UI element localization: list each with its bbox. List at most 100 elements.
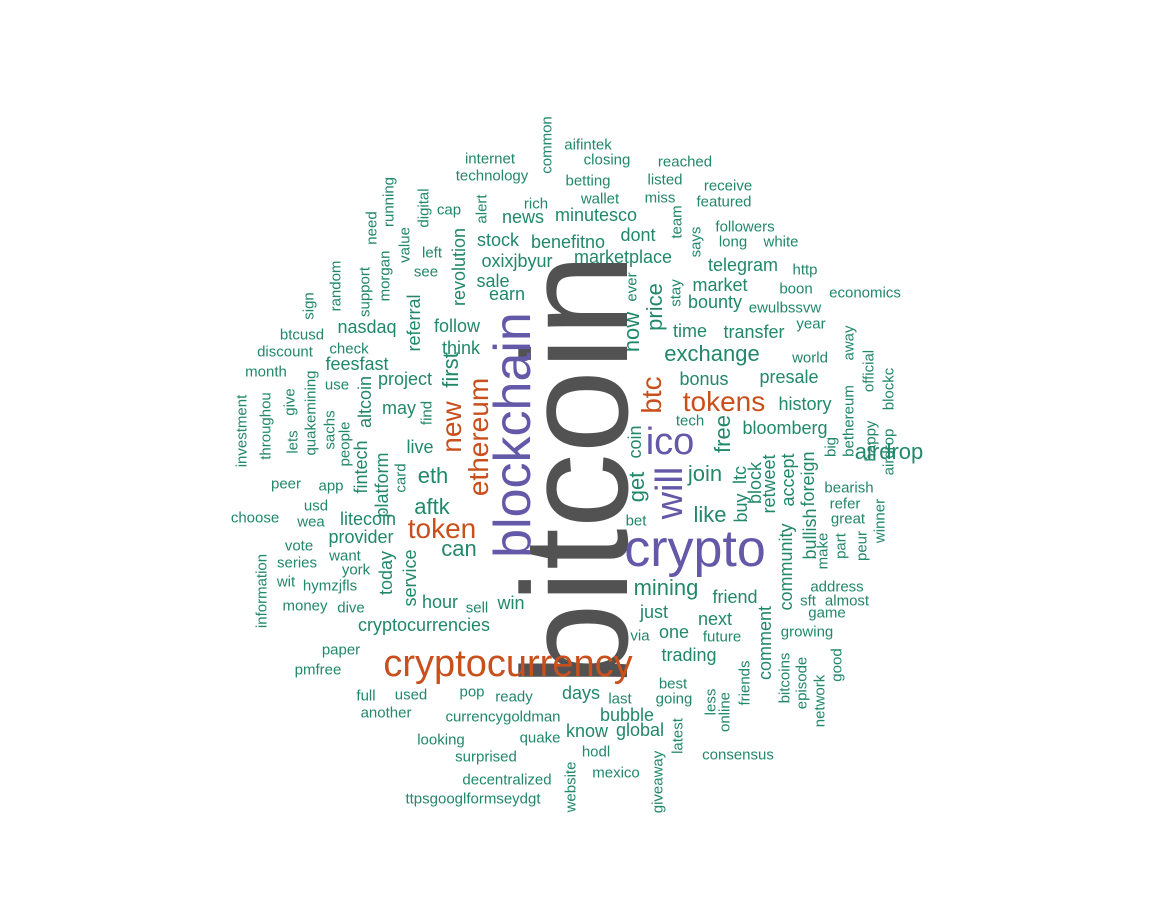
word-want: want (329, 547, 361, 565)
word-litecoin: litecoin (339, 509, 397, 529)
word-good: good (828, 648, 846, 682)
word-rich: rich (523, 195, 549, 213)
word-market: market (692, 275, 748, 295)
word-money: money (282, 597, 328, 615)
word-next: next (697, 609, 733, 629)
word-investment: investment (233, 394, 251, 468)
word-use: use (324, 376, 350, 394)
word-pop: pop (459, 683, 485, 701)
word-morgan: morgan (376, 250, 394, 302)
word-quakemining: quakemining (302, 370, 320, 456)
word-economics: economics (829, 284, 901, 302)
word-transfer: transfer (723, 322, 785, 342)
word-online: online (716, 691, 734, 733)
word-dive: dive (337, 599, 365, 617)
word-big: big (822, 436, 840, 458)
word-cryptocurrency: cryptocurrency (383, 643, 633, 685)
word-provider: provider (328, 527, 394, 547)
word-global: global (615, 720, 665, 740)
word-peer: peer (270, 475, 302, 493)
word-check: check (329, 340, 369, 358)
word-benefitno: benefitno (530, 232, 606, 252)
word-service: service (400, 549, 420, 607)
word-official: official (860, 349, 878, 393)
word-earn: earn (488, 284, 526, 304)
word-exchange: exchange (664, 341, 760, 366)
word-pmfree: pmfree (294, 661, 342, 679)
word-referral: referral (404, 294, 424, 352)
word-sell: sell (465, 599, 489, 617)
word-sachs: sachs (321, 410, 339, 450)
word-ltc: ltc (730, 466, 750, 484)
word-wea: wea (297, 513, 325, 531)
word-just: just (639, 602, 669, 622)
word-vote: vote (284, 537, 314, 555)
word-ready: ready (495, 688, 533, 706)
word-ttpsgooglformseydgt: ttpsgooglformseydgt (405, 790, 541, 808)
word-free: free (710, 415, 735, 453)
word-digital: digital (415, 188, 433, 228)
word-know: know (565, 721, 609, 741)
word-says: says (687, 226, 705, 258)
word-like: like (693, 502, 727, 527)
word-need: need (363, 211, 381, 245)
word-make: make (814, 532, 832, 570)
word-throughou: throughou (257, 392, 275, 460)
word-app: app (318, 477, 344, 495)
word-currencygoldman: currencygoldman (445, 708, 561, 726)
word-see: see (413, 263, 439, 281)
word-stock: stock (476, 230, 520, 250)
word-miss: miss (644, 189, 676, 207)
word-random: random (327, 260, 345, 312)
word-team: team (668, 205, 686, 239)
word-value: value (396, 227, 414, 263)
word-comment: comment (755, 605, 775, 681)
word-alert: alert (473, 194, 491, 224)
word-away: away (840, 325, 858, 361)
word-decentralized: decentralized (462, 771, 552, 789)
word-find: find (418, 400, 436, 426)
word-future: future (702, 628, 742, 646)
word-bonus: bonus (679, 369, 729, 389)
word-accept: accept (778, 453, 798, 507)
word-people: people (336, 421, 354, 467)
word-presale: presale (759, 367, 819, 387)
word-receive: receive (703, 177, 753, 195)
word-follow: follow (433, 316, 481, 336)
word-latest: latest (669, 718, 687, 754)
word-aifintek: aifintek (564, 136, 612, 154)
word-think: think (441, 338, 481, 358)
word-friend: friend (712, 587, 758, 607)
word-telegram: telegram (707, 255, 779, 275)
word-btc: btc (636, 376, 667, 414)
word-choose: choose (230, 509, 280, 527)
word-series: series (276, 554, 318, 572)
word-technology: technology (455, 167, 529, 185)
word-sign: sign (300, 292, 318, 320)
word-news: news (501, 207, 545, 227)
word-best: best (658, 675, 688, 693)
word-giveaway: giveaway (649, 750, 667, 814)
word-surprised: surprised (455, 748, 517, 766)
word-tech: tech (675, 412, 705, 430)
word-will: will (649, 466, 691, 520)
word-new: new (436, 401, 467, 453)
word-almost: almost (824, 592, 870, 610)
word-consensus: consensus (702, 746, 774, 764)
word-last: last (608, 690, 632, 708)
word-york: york (341, 561, 371, 579)
word-happy: happy (862, 420, 880, 462)
word-blockchain: blockchain (484, 312, 542, 558)
word-today: today (376, 550, 396, 596)
word-may: may (381, 398, 417, 418)
word-oxixjbyur: oxixjbyur (481, 251, 553, 271)
word-minutesco: minutesco (554, 205, 638, 225)
word-information: information (253, 553, 271, 629)
word-platform: platform (372, 452, 392, 518)
word-network: network (811, 674, 829, 728)
word-mexico: mexico (592, 764, 640, 782)
word-hour: hour (421, 592, 459, 612)
word-revolution: revolution (449, 227, 469, 307)
word-tokens: tokens (682, 386, 766, 417)
word-aftk: aftk (414, 494, 450, 519)
